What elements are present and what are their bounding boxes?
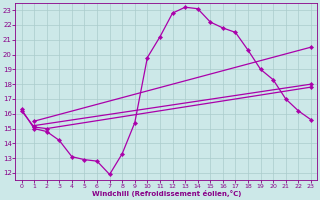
X-axis label: Windchill (Refroidissement éolien,°C): Windchill (Refroidissement éolien,°C) (92, 190, 241, 197)
